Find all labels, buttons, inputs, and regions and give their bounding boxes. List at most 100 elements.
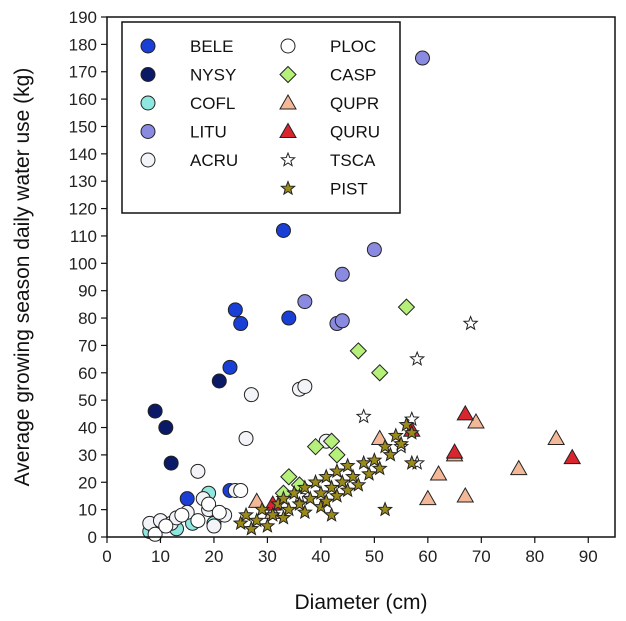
- point-ploc-4: [201, 496, 217, 512]
- point-pist-25: [334, 473, 351, 490]
- point-pist-0: [232, 514, 249, 531]
- point-pist-14: [296, 479, 313, 495]
- point-acru-12: [243, 387, 259, 403]
- legend-label-litu: LITU: [190, 123, 227, 142]
- point-pist-21: [323, 506, 340, 522]
- y-tick-label: 50: [78, 391, 97, 410]
- point-qupr-3: [418, 489, 437, 506]
- point-pist-19: [318, 493, 335, 509]
- legend-marker-casp: [279, 65, 297, 84]
- point-bele-2: [222, 359, 238, 375]
- legend-marker-cofl: [140, 95, 156, 111]
- legend-marker-ploc: [280, 38, 296, 54]
- point-nysy-2: [163, 455, 179, 471]
- point-pist-24: [328, 462, 345, 479]
- point-litu-5: [414, 50, 430, 66]
- point-bele-0: [179, 491, 195, 507]
- point-quru-4: [563, 448, 582, 465]
- y-tick-label: 0: [88, 528, 97, 547]
- point-pist-26: [339, 482, 356, 498]
- point-pist-11: [286, 484, 303, 500]
- point-tsca-4: [409, 350, 426, 366]
- legend-marker-qupr: [279, 93, 297, 110]
- x-tick-label: 50: [365, 547, 384, 566]
- y-tick-label: 150: [69, 117, 97, 136]
- y-tick-label: 160: [69, 90, 97, 109]
- point-casp-7: [371, 364, 389, 382]
- point-tsca-1: [355, 408, 372, 424]
- point-pist-18: [312, 484, 329, 500]
- y-tick-label: 60: [78, 364, 97, 383]
- point-pist-34: [377, 438, 394, 454]
- point-qupr-4: [429, 465, 448, 481]
- y-tick-label: 100: [69, 254, 97, 273]
- point-qupr-9: [547, 429, 566, 445]
- point-pist-2: [243, 520, 260, 536]
- x-tick-label: 0: [102, 547, 111, 566]
- y-tick-label: 110: [70, 227, 97, 246]
- legend-marker-litu: [140, 124, 156, 139]
- point-bele-5: [275, 222, 291, 238]
- y-tick-label: 10: [78, 501, 97, 520]
- x-tick-label: 60: [418, 547, 437, 566]
- x-tick-label: 80: [525, 547, 544, 566]
- point-pist-39: [403, 424, 420, 440]
- point-qupr-6: [456, 486, 475, 503]
- point-pist-38: [398, 416, 415, 432]
- point-pist-1: [238, 506, 255, 522]
- x-tick-label: 30: [258, 547, 277, 566]
- legend-label-qupr: QUPR: [330, 94, 379, 113]
- point-litu-3: [334, 313, 350, 329]
- point-litu-0: [297, 294, 313, 310]
- y-tick-label: 30: [78, 446, 97, 465]
- point-pist-36: [387, 427, 404, 443]
- point-pist-10: [280, 501, 297, 517]
- point-acru-5: [190, 463, 206, 479]
- legend-label-acru: ACRU: [190, 151, 238, 170]
- point-nysy-1: [158, 420, 174, 436]
- point-pist-16: [307, 473, 324, 490]
- point-ploc-0: [147, 526, 163, 542]
- point-acru-14: [297, 378, 313, 394]
- legend-label-pist: PIST: [330, 180, 368, 199]
- point-pist-29: [350, 476, 367, 492]
- legend-marker-bele: [140, 38, 156, 54]
- legend-marker-nysy: [140, 67, 156, 82]
- x-tick-label: 40: [311, 547, 330, 566]
- point-acru-11: [238, 430, 254, 446]
- legend-label-casp: CASP: [330, 66, 376, 85]
- point-pist-27: [339, 457, 356, 473]
- point-pist-35: [382, 446, 399, 462]
- point-ploc-2: [174, 507, 190, 523]
- legend-label-tsca: TSCA: [330, 151, 376, 170]
- point-pist-28: [344, 468, 361, 484]
- point-litu-4: [366, 242, 382, 258]
- y-tick-label: 190: [69, 8, 97, 27]
- point-pist-15: [302, 490, 319, 506]
- point-casp-1: [280, 468, 298, 486]
- legend-label-ploc: PLOC: [330, 37, 376, 56]
- point-pist-8: [275, 509, 292, 525]
- axes: 0 10 20 30 40 50 60 70 80 90 0 10 20 30 40 50 60 70 80 90 10…: [69, 8, 616, 566]
- point-qupr-7: [467, 413, 485, 429]
- point-pist-9: [275, 490, 292, 506]
- point-pist-3: [248, 512, 265, 528]
- point-casp-3: [306, 437, 325, 456]
- y-tick-label: 140: [69, 145, 97, 164]
- x-tick-label: 90: [579, 547, 598, 566]
- point-pist-4: [254, 501, 271, 517]
- legend-box: [121, 21, 401, 214]
- point-nysy-0: [147, 403, 163, 419]
- point-pist-6: [264, 506, 281, 522]
- y-tick-label: 170: [69, 63, 97, 82]
- data-marks: [142, 50, 582, 542]
- point-casp-6: [349, 342, 368, 360]
- legend-marker-acru: [140, 152, 156, 168]
- point-ploc-5: [211, 504, 227, 520]
- point-casp-8: [397, 298, 416, 316]
- y-tick-label: 120: [69, 200, 97, 219]
- point-pist-22: [323, 479, 340, 495]
- y-tick-label: 70: [78, 336, 97, 355]
- point-quru-2: [445, 443, 464, 459]
